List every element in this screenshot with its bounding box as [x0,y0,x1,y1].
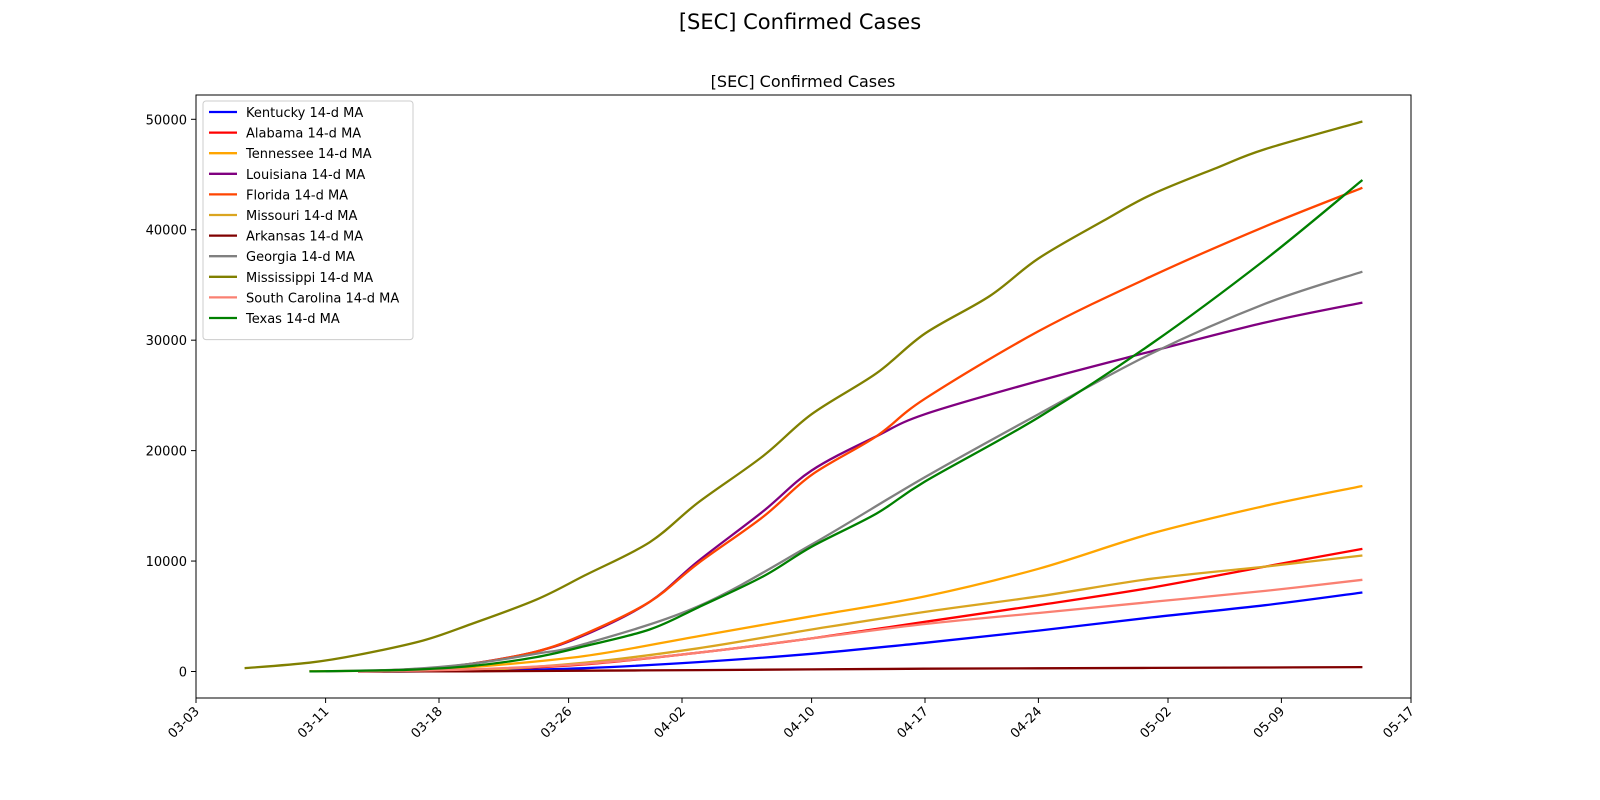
axes-title: [SEC] Confirmed Cases [711,72,896,91]
legend-label: Texas 14-d MA [245,312,340,327]
series-line-10 [309,179,1364,673]
series-line-4 [357,186,1363,673]
x-tick-label: 03-11 [295,704,332,741]
legend-label: Tennessee 14-d MA [245,147,372,162]
legend: Kentucky 14-d MA Alabama 14-d MA Tennessee… [202,100,414,341]
x-tick-label: 03-03 [166,704,203,741]
y-axis: 0 10000 20000 30000 40000 50000 [146,113,196,680]
x-tick-label: 04-10 [781,704,818,741]
legend-box [202,100,414,341]
legend-label: Missouri 14-d MA [246,209,357,224]
y-tick-label: 50000 [146,113,187,128]
legend-label: South Carolina 14-d MA [246,291,399,306]
x-tick-label: 05-02 [1138,704,1175,741]
legend-label: Alabama 14-d MA [246,127,361,142]
y-tick-label: 10000 [146,555,187,570]
x-tick-label: 04-02 [652,704,689,741]
x-tick-label: 05-09 [1251,704,1288,741]
x-tick-label: 04-17 [895,704,932,741]
series-line-6 [357,665,1363,673]
legend-label: Louisiana 14-d MA [246,168,365,183]
x-axis: 03-03 03-11 03-18 03-26 04-02 04-10 04-17 04-24… [166,698,1418,742]
series-line-7 [325,270,1363,673]
legend-label: Mississippi 14-d MA [246,271,373,286]
series-line-3 [357,301,1363,673]
figure-title: [SEC] Confirmed Cases [678,10,922,34]
legend-label: Arkansas 14-d MA [246,230,363,245]
legend-label: Georgia 14-d MA [246,250,355,265]
y-tick-label: 30000 [146,334,187,349]
y-tick-label: 40000 [146,224,187,239]
series-line-9 [357,578,1363,673]
x-tick-label: 03-26 [538,704,575,741]
series-line-5 [357,554,1363,673]
y-tick-label: 20000 [146,445,187,460]
legend-label: Florida 14-d MA [246,188,348,203]
x-tick-label: 03-18 [409,704,446,741]
x-tick-label: 04-24 [1008,704,1045,741]
series-layer [244,120,1364,673]
plot-frame [195,94,1412,699]
series-line-8 [244,120,1363,670]
legend-label: Kentucky 14-d MA [246,106,363,121]
y-tick-label: 0 [179,665,187,680]
x-tick-label: 05-17 [1381,704,1418,741]
